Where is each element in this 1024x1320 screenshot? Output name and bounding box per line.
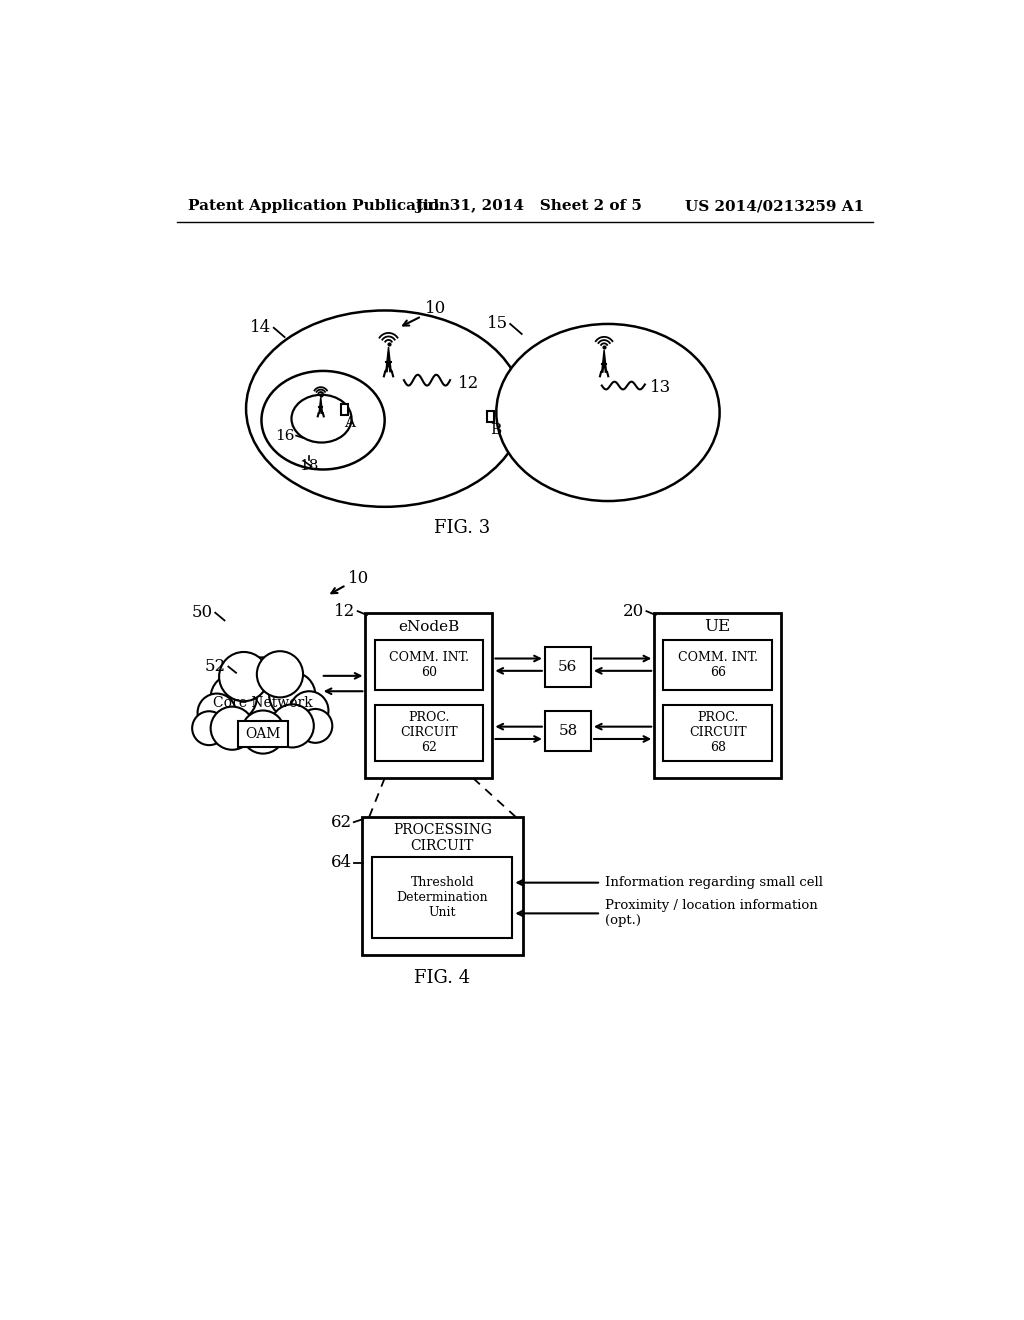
Text: 16: 16 <box>275 429 295 442</box>
Circle shape <box>242 710 285 754</box>
Text: 18: 18 <box>299 459 318 474</box>
Bar <box>545 711 591 751</box>
Text: Jul. 31, 2014   Sheet 2 of 5: Jul. 31, 2014 Sheet 2 of 5 <box>416 199 642 213</box>
Polygon shape <box>385 347 392 372</box>
Bar <box>664 640 772 689</box>
Text: 13: 13 <box>650 379 672 396</box>
Text: 15: 15 <box>486 315 508 333</box>
Bar <box>654 612 781 779</box>
Text: 62: 62 <box>331 813 351 830</box>
Circle shape <box>211 706 254 750</box>
Text: 20: 20 <box>623 603 644 619</box>
Bar <box>361 817 523 956</box>
Ellipse shape <box>292 395 351 442</box>
Text: 58: 58 <box>558 725 578 738</box>
Text: B: B <box>489 424 501 437</box>
Text: 14: 14 <box>250 319 271 337</box>
Bar <box>373 857 512 937</box>
Bar <box>366 612 493 779</box>
Text: Threshold
Determination
Unit: Threshold Determination Unit <box>396 875 488 919</box>
Bar <box>664 705 772 760</box>
Text: Proximity / location information
(opt.): Proximity / location information (opt.) <box>605 899 817 928</box>
Text: PROC.
CIRCUIT
68: PROC. CIRCUIT 68 <box>689 711 746 754</box>
Text: UE: UE <box>705 618 731 635</box>
Text: Information regarding small cell: Information regarding small cell <box>605 876 823 890</box>
Polygon shape <box>601 350 607 372</box>
Circle shape <box>211 675 257 721</box>
Circle shape <box>193 711 226 744</box>
Text: A: A <box>344 416 354 430</box>
Text: 50: 50 <box>191 605 213 622</box>
Bar <box>375 705 483 760</box>
Text: FIG. 3: FIG. 3 <box>433 519 489 537</box>
Bar <box>487 411 495 422</box>
Circle shape <box>270 705 313 747</box>
Text: eNodeB: eNodeB <box>398 619 460 634</box>
Text: 52: 52 <box>205 659 226 675</box>
Text: COMM. INT.
66: COMM. INT. 66 <box>678 651 758 678</box>
Text: US 2014/0213259 A1: US 2014/0213259 A1 <box>685 199 864 213</box>
Bar <box>375 640 483 689</box>
Text: Core Network: Core Network <box>213 696 313 710</box>
Text: 56: 56 <box>558 660 578 675</box>
Circle shape <box>290 692 329 730</box>
Text: PROC.
CIRCUIT
62: PROC. CIRCUIT 62 <box>400 711 458 754</box>
Circle shape <box>298 709 333 743</box>
Text: OAM: OAM <box>246 726 281 741</box>
Text: 12: 12 <box>458 375 479 392</box>
Bar <box>545 647 591 688</box>
Circle shape <box>198 693 237 733</box>
Circle shape <box>257 651 303 697</box>
Text: 12: 12 <box>334 603 355 619</box>
Ellipse shape <box>246 310 523 507</box>
Bar <box>238 721 289 747</box>
Text: 10: 10 <box>348 569 369 586</box>
Circle shape <box>219 652 268 701</box>
Text: Patent Application Publication: Patent Application Publication <box>188 199 451 213</box>
Bar <box>341 404 348 414</box>
Polygon shape <box>318 397 323 413</box>
Text: 10: 10 <box>425 300 445 317</box>
Text: PROCESSING
CIRCUIT: PROCESSING CIRCUIT <box>393 824 492 854</box>
Text: COMM. INT.
60: COMM. INT. 60 <box>389 651 469 678</box>
Circle shape <box>230 657 295 722</box>
Ellipse shape <box>497 323 720 502</box>
Ellipse shape <box>261 371 385 470</box>
Circle shape <box>269 672 315 718</box>
Text: 64: 64 <box>331 854 351 871</box>
Text: FIG. 4: FIG. 4 <box>415 969 470 987</box>
